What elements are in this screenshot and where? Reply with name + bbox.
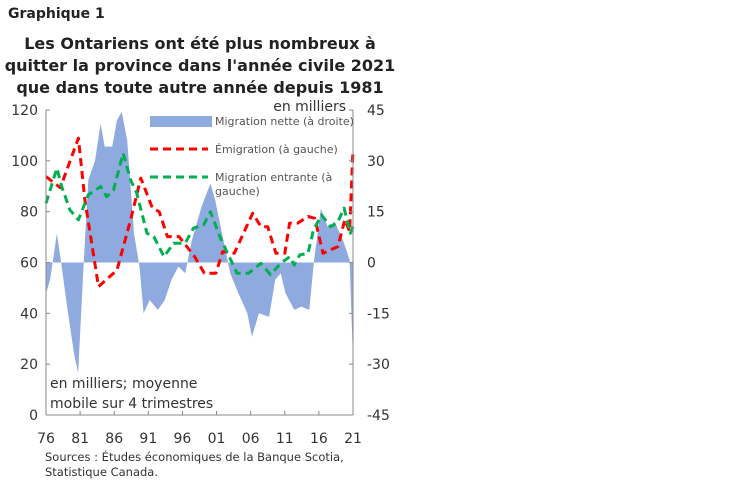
legend: Migration nette (à droite) Émigration (à … xyxy=(150,115,354,198)
sources-note: Sources : Études économiques de la Banqu… xyxy=(45,450,344,479)
legend-net-swatch xyxy=(150,116,212,127)
chart-title: Les Ontariens ont été plus nombreux à qu… xyxy=(4,34,396,97)
x-tick-label: 01 xyxy=(208,431,226,447)
line-series-group xyxy=(44,136,355,289)
left-tick-label: 60 xyxy=(20,256,38,272)
x-tick-label: 96 xyxy=(174,431,192,447)
left-tick-label: 80 xyxy=(20,205,38,221)
legend-emigration-label: Émigration (à gauche) xyxy=(215,143,338,156)
left-tick-label: 120 xyxy=(11,103,38,119)
legend-immigration-label-cont: gauche) xyxy=(215,185,260,198)
series-immigration-line xyxy=(44,151,355,277)
right-axis-label: en milliers xyxy=(273,99,346,115)
right-tick-label: 30 xyxy=(367,154,385,170)
x-tick-label: 16 xyxy=(310,431,328,447)
left-tick-label: 20 xyxy=(20,357,38,373)
series-net-migration-area xyxy=(46,111,353,374)
net-migration-area-group xyxy=(46,111,353,374)
left-tick-label: 0 xyxy=(29,408,38,424)
x-tick-label: 21 xyxy=(344,431,362,447)
left-tick-label: 100 xyxy=(11,154,38,170)
legend-immigration-label: Migration entrante (à xyxy=(215,171,332,184)
annotation-line-1: en milliers; moyenne xyxy=(50,376,197,392)
right-tick-label: 45 xyxy=(367,103,385,119)
left-tick-label: 40 xyxy=(20,306,38,322)
x-tick-label: 86 xyxy=(105,431,123,447)
x-tick-label: 06 xyxy=(242,431,260,447)
x-tick-label: 76 xyxy=(37,431,55,447)
legend-net-label: Migration nette (à droite) xyxy=(215,115,354,128)
right-tick-label: -15 xyxy=(367,306,390,322)
x-tick-label: 91 xyxy=(139,431,157,447)
right-tick-label: -45 xyxy=(367,408,390,424)
annotation-line-2: mobile sur 4 trimestres xyxy=(50,396,213,412)
right-tick-label: 0 xyxy=(367,256,376,272)
x-tick-label: 11 xyxy=(276,431,294,447)
right-tick-label: -30 xyxy=(367,357,390,373)
series-emigration-line xyxy=(45,136,355,289)
axes-group: 0 20 40 60 80 100 120 -45 -30 -15 0 15 30 45 76 81 86 91 9… xyxy=(11,103,390,447)
x-tick-label: 81 xyxy=(71,431,89,447)
right-tick-label: 15 xyxy=(367,205,385,221)
chart-label: Graphique 1 xyxy=(8,6,105,22)
